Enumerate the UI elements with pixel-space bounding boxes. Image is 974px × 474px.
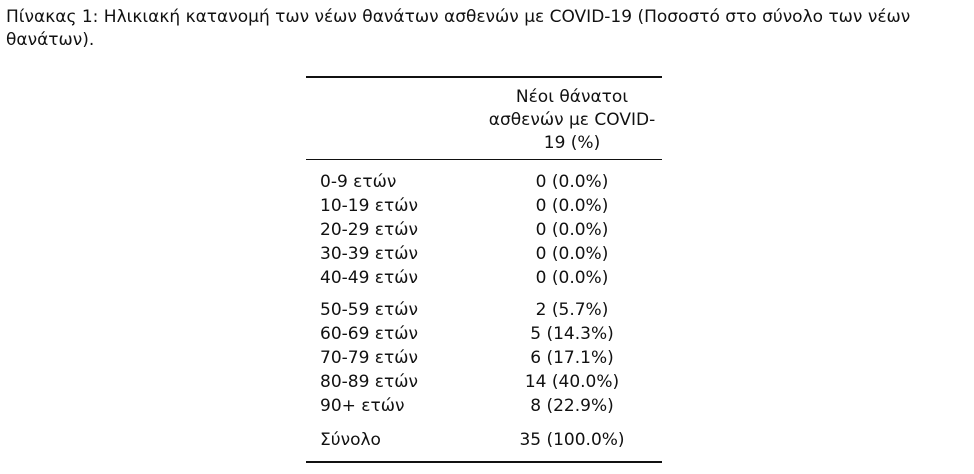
row-label: 50-59 ετών	[320, 300, 418, 320]
table-row: 30-39 ετών 0 (0.0%)	[306, 242, 662, 266]
table-row: 0-9 ετών 0 (0.0%)	[306, 170, 662, 194]
row-label: 0-9 ετών	[320, 172, 397, 192]
column-header: Νέοι θάνατοι ασθενών με COVID-19 (%)	[488, 87, 656, 153]
row-value: 14 (40.0%)	[524, 372, 620, 392]
table-row: 60-69 ετών 5 (14.3%)	[306, 322, 662, 346]
total-label: Σύνολο	[320, 430, 381, 450]
row-value: 2 (5.7%)	[535, 300, 609, 320]
table-row: 40-49 ετών 0 (0.0%)	[306, 266, 662, 290]
table-row: 70-79 ετών 6 (17.1%)	[306, 346, 662, 370]
table-row: 10-19 ετών 0 (0.0%)	[306, 194, 662, 218]
row-label: 80-89 ετών	[320, 372, 418, 392]
table-caption: Πίνακας 1: Ηλικιακή κατανομή των νέων θα…	[6, 7, 911, 50]
row-value: 0 (0.0%)	[535, 220, 609, 240]
table-row: 80-89 ετών 14 (40.0%)	[306, 370, 662, 394]
table-row: 20-29 ετών 0 (0.0%)	[306, 218, 662, 242]
table-bottom-rule	[306, 461, 662, 463]
row-value: 8 (22.9%)	[530, 396, 614, 416]
row-value: 6 (17.1%)	[530, 348, 614, 368]
table-row: 50-59 ετών 2 (5.7%)	[306, 298, 662, 322]
row-label: 90+ ετών	[320, 396, 405, 416]
row-value: 0 (0.0%)	[535, 196, 609, 216]
table-top-rule	[306, 76, 662, 78]
row-value: 0 (0.0%)	[535, 244, 609, 264]
table-row: 90+ ετών 8 (22.9%)	[306, 394, 662, 418]
row-label: 10-19 ετών	[320, 196, 418, 216]
row-label: 70-79 ετών	[320, 348, 418, 368]
row-label: 30-39 ετών	[320, 244, 418, 264]
header-rule	[306, 159, 662, 160]
row-label: 60-69 ετών	[320, 324, 418, 344]
row-value: 0 (0.0%)	[535, 268, 609, 288]
row-label: 40-49 ετών	[320, 268, 418, 288]
row-value: 0 (0.0%)	[535, 172, 609, 192]
row-value: 5 (14.3%)	[530, 324, 614, 344]
total-row: Σύνολο 35 (100.0%)	[306, 428, 662, 452]
total-value: 35 (100.0%)	[519, 430, 625, 450]
row-label: 20-29 ετών	[320, 220, 418, 240]
